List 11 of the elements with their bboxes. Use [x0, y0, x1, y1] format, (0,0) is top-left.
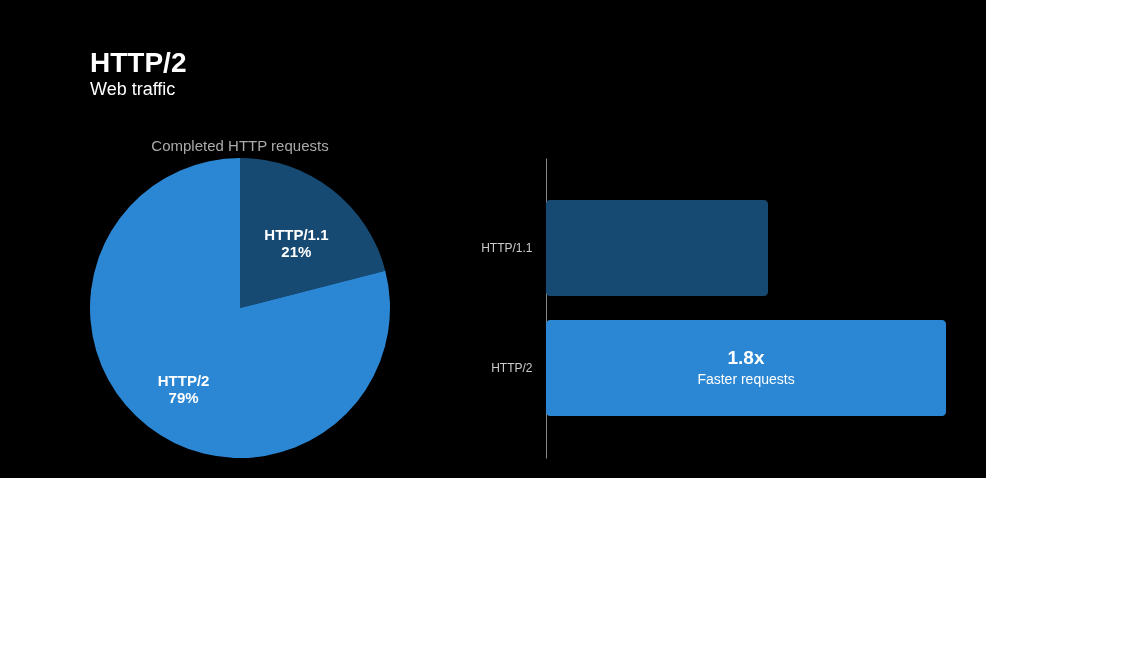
annotation: Faster requests — [697, 371, 795, 387]
pie-slice — [90, 158, 390, 458]
annotation: 1.8x — [727, 347, 765, 368]
pie-slice — [240, 158, 386, 308]
data-label: 21% — [281, 243, 312, 261]
slice-label: HTTP/2 — [157, 371, 210, 389]
slice-label: HTTP/1.1 — [264, 226, 329, 244]
data-label: 79% — [168, 388, 199, 406]
text: Completed HTTP requests — [151, 137, 329, 154]
chart-subtitle: Web traffic — [90, 79, 176, 99]
chart-title: HTTP/2 — [90, 47, 187, 78]
